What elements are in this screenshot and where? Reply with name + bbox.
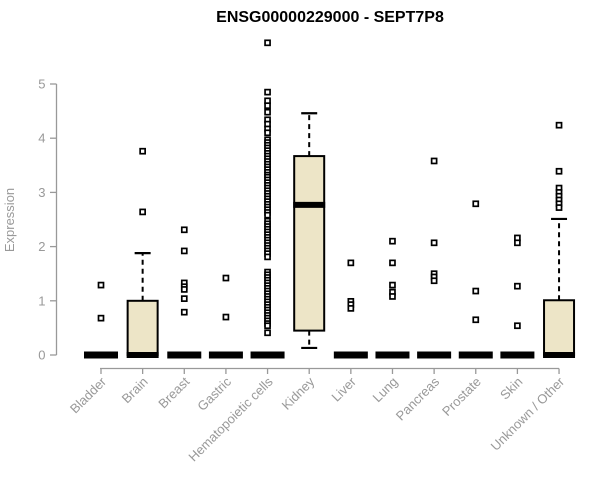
median-bar <box>84 351 118 359</box>
y-axis: 0 1 2 3 4 5 <box>38 77 58 363</box>
x-tick-label-liver: Liver <box>328 374 359 405</box>
box-group-pancreas <box>417 157 452 359</box>
median-line <box>126 352 159 358</box>
box <box>293 155 326 332</box>
median-line <box>543 352 576 358</box>
box <box>543 299 576 356</box>
median-bar <box>500 351 535 359</box>
median-line <box>293 201 326 208</box>
median-bar <box>417 351 452 359</box>
data-point <box>97 281 105 289</box>
data-point <box>264 253 271 261</box>
data-point <box>472 316 480 324</box>
x-tick-label-unknown-other: Unknown / Other <box>488 374 568 454</box>
y-tick-label: 2 <box>38 239 45 254</box>
data-point <box>222 274 230 282</box>
x-tick-label-lung: Lung <box>370 374 401 405</box>
data-point <box>264 108 271 116</box>
box-group-bladder <box>84 281 118 359</box>
data-point <box>472 200 480 208</box>
x-tick-label-brain: Brain <box>119 374 151 406</box>
box-group-breast <box>167 226 202 359</box>
data-point <box>180 286 188 293</box>
data-point <box>430 277 438 285</box>
data-point <box>430 239 438 247</box>
data-point <box>264 211 271 219</box>
box-group-kidney <box>293 112 326 350</box>
data-point <box>139 147 146 155</box>
data-point <box>514 239 521 247</box>
box <box>126 299 159 356</box>
median-bar <box>333 351 368 359</box>
data-point <box>139 208 146 216</box>
data-point <box>555 204 563 211</box>
y-tick-label: 4 <box>38 131 45 146</box>
box-group-hematopoietic-cells <box>250 39 285 359</box>
data-point <box>389 237 396 245</box>
box-group-skin <box>500 234 535 359</box>
y-tick-label: 3 <box>38 185 45 200</box>
median-bar <box>250 351 285 359</box>
y-tick-label: 5 <box>38 77 45 92</box>
box-group-liver <box>333 259 368 359</box>
data-point <box>264 88 271 96</box>
x-tick-label-breast: Breast <box>155 374 192 411</box>
data-point <box>97 314 105 322</box>
data-point <box>389 281 396 289</box>
median-bar <box>458 351 493 359</box>
data-point <box>264 329 271 337</box>
data-point <box>472 287 480 295</box>
data-point <box>264 129 271 137</box>
data-point <box>264 322 271 330</box>
data-point <box>347 259 355 267</box>
y-axis-title: Expression <box>2 188 17 252</box>
data-point <box>264 102 271 110</box>
box-group-gastric <box>208 274 243 359</box>
data-point <box>180 247 188 255</box>
box-group-prostate <box>458 200 493 359</box>
chart-title: ENSG00000229000 - SEPT7P8 <box>216 9 444 26</box>
box-group-lung <box>375 237 410 359</box>
box-group-unknown-other <box>543 121 576 358</box>
median-bar <box>167 351 202 359</box>
data-point <box>514 282 521 290</box>
y-tick-label: 0 <box>38 348 45 363</box>
data-point <box>180 295 188 302</box>
data-point <box>264 39 271 47</box>
x-tick-label-bladder: Bladder <box>67 374 110 417</box>
data-point <box>180 308 188 316</box>
data-point <box>222 313 230 321</box>
x-tick-label-pancreas: Pancreas <box>393 374 443 424</box>
x-tick-label-gastric: Gastric <box>194 374 234 414</box>
x-tick-label-skin: Skin <box>497 374 525 402</box>
data-point <box>347 305 355 312</box>
median-bar <box>375 351 410 359</box>
data-point <box>430 157 438 165</box>
data-point <box>555 167 563 175</box>
x-tick-label-kidney: Kidney <box>279 374 318 413</box>
y-tick-label: 1 <box>38 293 45 308</box>
data-point <box>555 121 563 129</box>
box-group-brain <box>126 147 159 358</box>
data-point <box>389 259 396 267</box>
x-tick-label-prostate: Prostate <box>439 374 484 419</box>
median-bar <box>208 351 243 359</box>
data-point <box>514 322 521 330</box>
data-point <box>180 226 188 234</box>
data-point <box>389 293 396 300</box>
